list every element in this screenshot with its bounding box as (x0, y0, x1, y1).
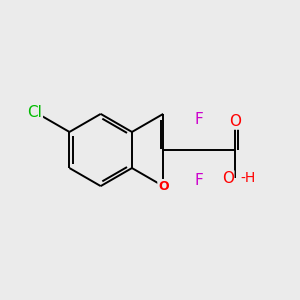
Text: Cl: Cl (28, 104, 42, 119)
Text: O: O (158, 180, 169, 193)
Text: -H: -H (240, 172, 255, 185)
Text: F: F (195, 112, 204, 127)
Text: F: F (195, 173, 204, 188)
Text: O: O (230, 114, 242, 129)
Text: O: O (222, 171, 234, 186)
